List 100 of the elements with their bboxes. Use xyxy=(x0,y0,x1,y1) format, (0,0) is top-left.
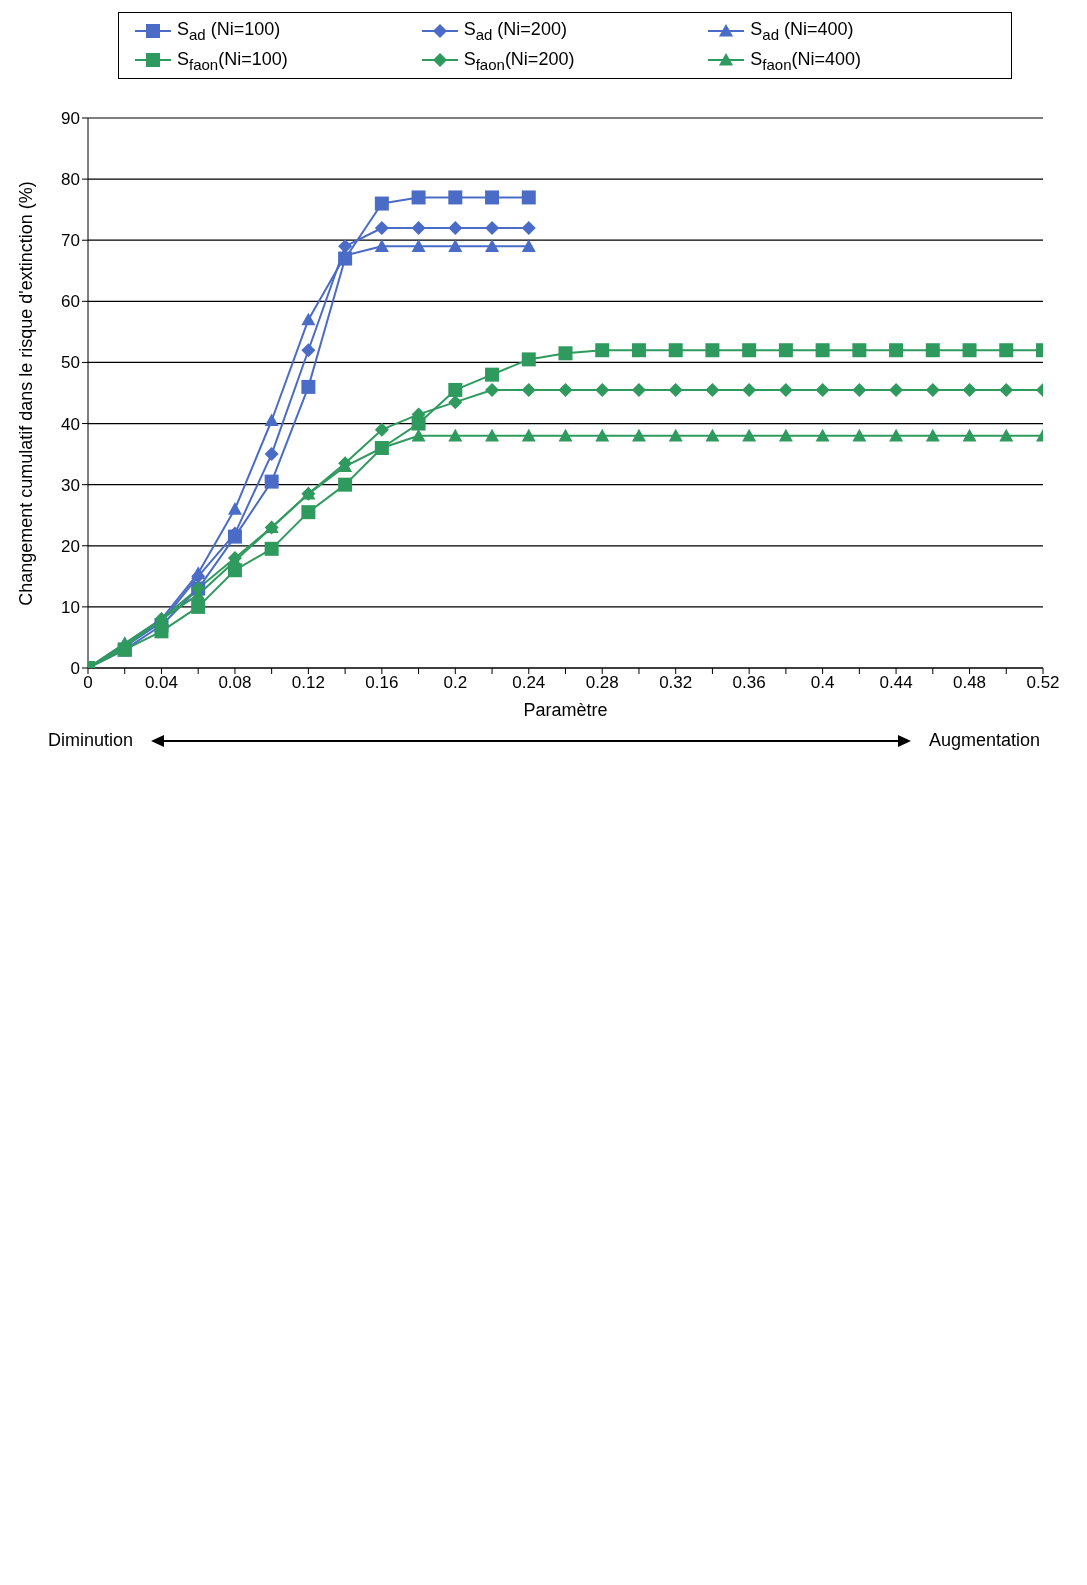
x-tick-label: 0.36 xyxy=(732,673,766,693)
legend-label: S$_{ad}$ (Ni=400) xyxy=(750,19,854,43)
point xyxy=(485,382,500,397)
point xyxy=(448,395,463,410)
point xyxy=(742,428,757,442)
point xyxy=(374,221,389,235)
point xyxy=(778,382,793,397)
point xyxy=(705,428,720,442)
point xyxy=(227,502,242,515)
point xyxy=(374,422,389,437)
point xyxy=(631,428,646,442)
point xyxy=(925,428,940,442)
point xyxy=(521,239,536,252)
point xyxy=(889,382,904,397)
point xyxy=(374,239,389,252)
point xyxy=(264,413,279,427)
x-tick-label: 0.52 xyxy=(1026,673,1060,693)
y-tick-label: 80 xyxy=(61,170,80,190)
point xyxy=(485,367,500,382)
point xyxy=(485,221,500,235)
x-tick-label: 0.48 xyxy=(952,673,987,693)
y-axis-title: Changement cumulatif dans le risque d'extinction (%) xyxy=(15,180,37,606)
y-tick-label: 50 xyxy=(61,353,80,373)
x-tick-label: 0.24 xyxy=(512,673,546,693)
point xyxy=(191,566,206,579)
point xyxy=(815,382,830,397)
point xyxy=(925,382,940,397)
point xyxy=(631,382,646,397)
point xyxy=(999,382,1014,397)
point xyxy=(521,352,536,367)
point xyxy=(815,343,830,358)
x-tick-label: 0.16 xyxy=(365,673,399,693)
point xyxy=(742,382,757,397)
point xyxy=(338,239,353,254)
y-tick-label: 70 xyxy=(61,231,80,251)
point xyxy=(301,312,316,326)
point xyxy=(191,599,206,614)
point xyxy=(301,505,316,520)
y-tick-label: 90 xyxy=(61,109,80,129)
point xyxy=(595,382,610,397)
point xyxy=(852,382,867,397)
y-tick-label: 10 xyxy=(61,597,80,617)
legend-label: S$_{faon}$(Ni=100) xyxy=(177,48,288,73)
y-tick-label: 40 xyxy=(61,414,80,434)
x-tick-label: 0.2 xyxy=(443,673,468,693)
text: Diminution xyxy=(48,730,134,751)
legend-label: S$_{ad}$ (Ni=100) xyxy=(177,19,281,43)
point xyxy=(338,477,353,492)
point xyxy=(154,624,169,639)
point xyxy=(301,379,316,394)
point xyxy=(889,343,904,358)
point xyxy=(595,428,610,442)
x-tick-label: 0.08 xyxy=(218,673,252,693)
point xyxy=(374,196,389,211)
text: Augmentation xyxy=(929,730,1041,751)
point xyxy=(962,343,977,358)
point xyxy=(999,428,1014,442)
x-tick-label: 0.32 xyxy=(659,673,693,693)
point xyxy=(999,343,1014,358)
point xyxy=(264,447,279,462)
point xyxy=(925,343,940,358)
point xyxy=(521,190,536,205)
point xyxy=(301,343,316,358)
point xyxy=(411,239,426,252)
point xyxy=(485,190,500,205)
point xyxy=(889,428,904,442)
x-axis-title: Paramètre xyxy=(522,700,609,721)
point xyxy=(448,190,463,205)
point xyxy=(595,343,610,358)
y-tick-label: 30 xyxy=(61,475,80,495)
point xyxy=(521,221,536,235)
x-tick-label: 0.28 xyxy=(585,673,619,693)
point xyxy=(668,428,683,442)
point xyxy=(668,382,683,397)
point xyxy=(852,343,867,358)
x-tick-label: 0 xyxy=(83,673,93,693)
point xyxy=(705,343,720,358)
point xyxy=(448,221,463,235)
point xyxy=(485,239,500,252)
point xyxy=(521,382,536,397)
point xyxy=(778,428,793,442)
point xyxy=(852,428,867,442)
x-tick-label: 0.4 xyxy=(810,673,835,693)
y-tick-label: 60 xyxy=(61,292,80,312)
x-tick-label: 0.04 xyxy=(144,673,179,693)
point xyxy=(558,428,573,442)
point xyxy=(448,382,463,397)
point xyxy=(705,382,720,397)
point xyxy=(962,382,977,397)
point xyxy=(448,428,463,442)
legend-label: S$_{faon}$(Ni=400) xyxy=(750,48,862,73)
point xyxy=(558,382,573,397)
point xyxy=(778,343,793,358)
point xyxy=(485,428,500,442)
point xyxy=(558,346,573,361)
point xyxy=(668,343,683,358)
x-tick-label: 0.12 xyxy=(291,673,325,693)
point xyxy=(264,541,279,556)
point xyxy=(411,221,426,235)
point xyxy=(411,416,426,431)
